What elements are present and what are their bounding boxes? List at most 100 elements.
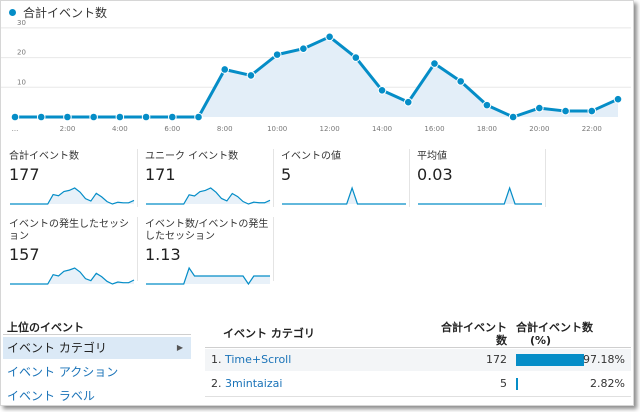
metric-label: 合計イベント数: [9, 151, 79, 162]
header-line: 合計イベント: [441, 321, 507, 334]
dimension-event-category[interactable]: イベント カテゴリ ▶: [3, 337, 191, 359]
metric-card-average-value[interactable]: 平均値 0.03: [417, 151, 543, 206]
metric-divider: [409, 149, 410, 207]
x-tick-label: 2:00: [60, 125, 76, 133]
data-point[interactable]: [535, 103, 544, 113]
header-line: (%): [530, 334, 552, 347]
menu-label: イベント アクション: [7, 365, 119, 379]
data-point[interactable]: [613, 94, 623, 104]
x-tick-label: 4:00: [112, 125, 128, 133]
data-point[interactable]: [299, 44, 308, 53]
metric-value: 171: [145, 165, 176, 184]
data-point[interactable]: [482, 100, 492, 110]
data-point[interactable]: [168, 112, 177, 122]
metric-card-sessions-with-event[interactable]: イベントの発生したセッション 157: [9, 219, 135, 286]
sparkline-line: [282, 186, 406, 205]
series-dot-icon: [9, 8, 16, 16]
data-point[interactable]: [194, 112, 203, 122]
sparkline-area: [282, 188, 406, 204]
y-tick-label: 20: [17, 49, 26, 57]
x-tick-label: 14:00: [372, 125, 392, 133]
report-frame: 合計イベント数 30 20 10... 2:00 4:00 6:00 8:00 10:00 12…: [0, 0, 634, 406]
row-category-link[interactable]: Time+Scroll: [225, 353, 292, 366]
series-line: [15, 35, 619, 119]
header-line: 数: [496, 334, 507, 347]
metric-divider: [137, 217, 138, 281]
data-point[interactable]: [89, 112, 98, 122]
sparkline-line: [10, 187, 135, 205]
x-tick-label: ...: [12, 125, 19, 133]
percent-bar: [516, 378, 518, 390]
percent-bar: [516, 354, 584, 366]
metric-sparkline: [418, 186, 542, 205]
sparkline-line: [146, 187, 271, 205]
row-category-link[interactable]: 3mintaizai: [225, 377, 283, 390]
sparkline-line: [10, 267, 135, 285]
sparkline-area: [418, 188, 542, 204]
data-point[interactable]: [325, 32, 334, 42]
metric-card-events-per-session[interactable]: イベント数/イベントの発生したセッション 1.13: [145, 219, 271, 286]
x-tick-label: 10:00: [267, 125, 287, 133]
data-point[interactable]: [246, 71, 256, 80]
metric-card-event-value[interactable]: イベントの値 5: [281, 151, 407, 206]
metric-value: 5: [281, 165, 292, 184]
table-header-divider: [205, 347, 631, 348]
data-point[interactable]: [10, 112, 20, 122]
y-tick-label: 30: [17, 19, 26, 27]
chart-legend[interactable]: 合計イベント数: [9, 3, 107, 21]
column-header-total[interactable]: 合計イベント 数: [425, 321, 507, 347]
metric-label: 平均値: [417, 151, 447, 162]
metric-divider: [273, 149, 274, 207]
data-point[interactable]: [63, 112, 72, 122]
x-tick-label: 16:00: [424, 125, 444, 133]
metric-label: イベントの発生したセッション: [9, 219, 129, 242]
data-point[interactable]: [351, 53, 361, 62]
data-point[interactable]: [220, 65, 230, 74]
top-events-title: 上位のイベント: [7, 321, 84, 334]
metric-sparkline: [146, 187, 271, 205]
x-tick-label: 18:00: [477, 125, 497, 133]
sparkline-line: [418, 186, 542, 205]
metric-label: イベントの値: [281, 151, 341, 162]
data-point[interactable]: [456, 77, 465, 86]
metric-divider: [545, 149, 546, 207]
data-point[interactable]: [561, 106, 570, 116]
sparkline-line: [146, 266, 270, 286]
dimension-event-action[interactable]: イベント アクション: [3, 361, 191, 383]
column-header-category[interactable]: イベント カテゴリ: [223, 327, 315, 340]
column-header-percent[interactable]: 合計イベント数 (%): [516, 321, 616, 347]
x-tick-label: 12:00: [320, 125, 340, 133]
sparkline-area: [10, 188, 134, 204]
metric-sparkline: [282, 186, 406, 205]
caret-right-icon: ▶: [176, 343, 183, 352]
metric-card-unique-events[interactable]: ユニーク イベント数 171: [145, 151, 271, 206]
section-divider: [3, 334, 191, 335]
data-point[interactable]: [272, 50, 282, 59]
dimension-event-label[interactable]: イベント ラベル: [3, 385, 191, 405]
metric-card-total-events[interactable]: 合計イベント数 177: [9, 151, 135, 206]
row-percent: 2.82%: [590, 377, 625, 390]
metric-sparkline: [146, 266, 270, 286]
x-tick-label: 8:00: [217, 125, 233, 133]
data-point[interactable]: [430, 59, 439, 68]
metric-label: ユニーク イベント数: [145, 151, 239, 162]
data-point[interactable]: [377, 85, 387, 95]
row-index: 1.: [211, 353, 222, 366]
x-tick-label: 6:00: [164, 125, 180, 133]
sparkline-area: [10, 268, 134, 284]
metric-value: 177: [9, 165, 40, 184]
data-point[interactable]: [115, 112, 125, 122]
data-point[interactable]: [403, 97, 413, 107]
metric-value: 157: [9, 245, 40, 264]
metric-sparkline: [10, 267, 135, 285]
metric-label: イベント数/イベントの発生したセッション: [145, 219, 269, 242]
metric-value: 1.13: [145, 245, 181, 264]
table-row: 2. 3mintaizai 5 2.82%: [205, 373, 631, 395]
data-point[interactable]: [587, 106, 597, 116]
data-point[interactable]: [508, 112, 518, 122]
data-point[interactable]: [141, 112, 151, 122]
row-index: 2.: [211, 377, 222, 390]
data-point[interactable]: [36, 112, 46, 122]
legend-label: 合計イベント数: [23, 5, 108, 20]
row-total: 172: [486, 353, 507, 366]
